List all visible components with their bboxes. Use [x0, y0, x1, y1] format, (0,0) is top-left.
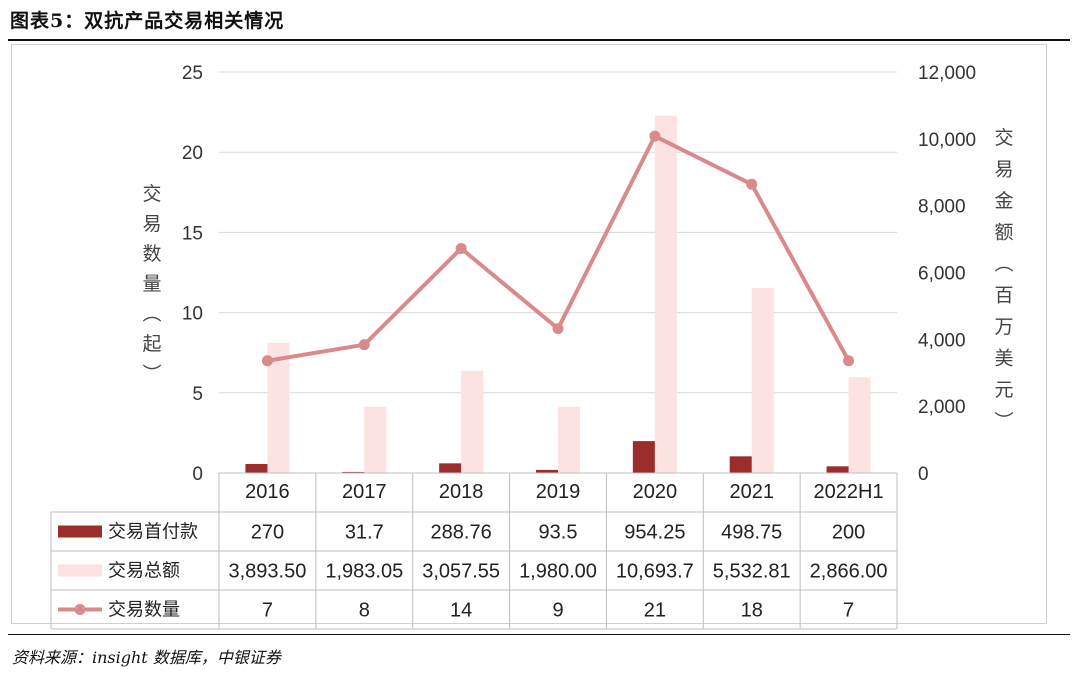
svg-text:）: ） — [140, 363, 162, 382]
svg-text:（: （ — [140, 303, 162, 322]
data-label: 93.5 — [539, 522, 578, 544]
data-label: 200 — [832, 522, 865, 544]
data-label: 288.76 — [431, 522, 492, 544]
deal-count-point — [649, 130, 661, 142]
svg-text:交: 交 — [994, 127, 1013, 149]
series-row-label: 交易首付款 — [108, 522, 198, 543]
svg-text:万: 万 — [994, 316, 1013, 338]
svg-text:金: 金 — [994, 190, 1013, 212]
right-tick-label: 12,000 — [918, 63, 976, 84]
total-amount-bar — [364, 406, 387, 473]
series-row-label: 交易总额 — [108, 561, 180, 582]
data-label: 498.75 — [721, 522, 782, 544]
left-tick-label: 10 — [182, 304, 203, 325]
data-label: 3,057.55 — [422, 561, 500, 583]
svg-text:数: 数 — [142, 243, 161, 265]
data-label: 7 — [262, 600, 273, 622]
total-amount-bar — [461, 370, 484, 473]
upfront-legend-key — [58, 525, 102, 538]
deal-count-point — [843, 355, 855, 367]
data-label: 18 — [741, 600, 763, 622]
svg-text:元: 元 — [994, 379, 1013, 401]
data-label: 9 — [552, 600, 563, 622]
right-tick-label: 2,000 — [918, 397, 966, 418]
data-label: 270 — [251, 522, 284, 544]
deal-count-point — [552, 323, 564, 335]
right-tick-label: 4,000 — [918, 330, 966, 351]
total-amount-bar — [267, 342, 290, 473]
svg-text:量: 量 — [142, 273, 161, 295]
series-row-label: 交易数量 — [108, 600, 180, 621]
svg-text:易: 易 — [142, 213, 161, 235]
combo-chart: 0 5 10 15 20 25 0 2,000 4,000 6,000 8,000 10,000 12,… — [50, 63, 1014, 630]
chart-frame — [11, 44, 1047, 624]
data-label: 2,866.00 — [810, 561, 888, 583]
data-label: 1,980.00 — [519, 561, 597, 583]
left-tick-label: 25 — [182, 63, 203, 84]
right-tick-label: 6,000 — [918, 264, 966, 285]
upfront-payment-bar — [536, 469, 558, 473]
category-label: 2016 — [245, 481, 290, 503]
left-tick-label: 5 — [192, 384, 203, 405]
right-tick-label: 0 — [918, 464, 929, 485]
total-amount-bar — [558, 406, 580, 473]
deal-count-point — [358, 339, 370, 351]
upfront-payment-bar — [342, 471, 365, 473]
category-label: 2022H1 — [814, 481, 884, 503]
upfront-payment-bar — [729, 456, 752, 473]
category-label: 2018 — [439, 481, 484, 503]
data-label: 954.25 — [624, 522, 685, 544]
upfront-payment-bar — [439, 463, 462, 473]
svg-text:百: 百 — [994, 285, 1013, 307]
data-label: 3,893.50 — [228, 561, 306, 583]
total-legend-key — [58, 564, 102, 577]
category-label: 2020 — [633, 481, 678, 503]
top-rule — [8, 39, 1070, 41]
left-tick-label: 15 — [182, 223, 203, 244]
deal-count-point — [261, 355, 273, 367]
data-label: 14 — [450, 600, 472, 622]
svg-text:起: 起 — [142, 333, 161, 355]
data-label: 10,693.7 — [616, 561, 694, 583]
data-label: 1,983.05 — [325, 561, 403, 583]
deal-count-point — [746, 178, 758, 190]
left-tick-label: 0 — [192, 464, 203, 485]
total-amount-bar — [751, 288, 774, 473]
count-legend-marker — [74, 604, 86, 615]
total-amount-bar — [848, 377, 871, 473]
category-label: 2017 — [342, 481, 387, 503]
right-tick-label: 10,000 — [918, 130, 976, 151]
bottom-rule — [8, 634, 1070, 635]
figure-title: 图表5：双抗产品交易相关情况 — [10, 10, 285, 32]
left-axis-title: 交易数量 （ 起 ） — [140, 183, 162, 383]
right-tick-label: 8,000 — [918, 197, 966, 218]
upfront-payment-bar — [826, 466, 849, 473]
svg-text:（: （ — [992, 253, 1014, 272]
left-tick-label: 20 — [182, 143, 203, 164]
data-label: 21 — [644, 600, 666, 622]
data-label: 31.7 — [345, 522, 384, 544]
svg-text:额: 额 — [994, 222, 1013, 244]
svg-text:）: ） — [992, 411, 1014, 430]
svg-text:易: 易 — [994, 159, 1013, 181]
data-label: 8 — [359, 600, 370, 622]
data-label: 7 — [843, 600, 854, 622]
category-label: 2019 — [536, 481, 581, 503]
source-note: 资料来源：insight 数据库，中银证券 — [12, 648, 281, 667]
total-amount-bar — [654, 115, 677, 473]
category-label: 2021 — [729, 481, 774, 503]
svg-text:交: 交 — [142, 183, 161, 205]
upfront-payment-bar — [632, 441, 655, 473]
data-label: 5,532.81 — [713, 561, 791, 583]
deal-count-point — [455, 242, 467, 254]
upfront-payment-bar — [245, 463, 268, 473]
svg-text:美: 美 — [994, 348, 1013, 370]
